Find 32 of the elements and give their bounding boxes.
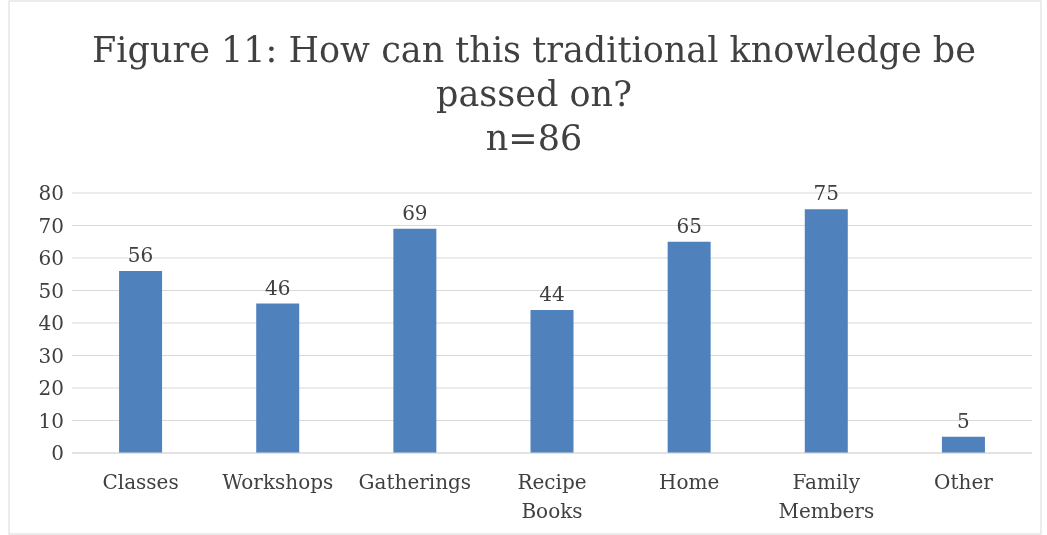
data-label: 56 [127, 243, 154, 267]
bar [119, 271, 163, 453]
bar [530, 310, 574, 453]
data-label: 65 [676, 213, 702, 238]
y-tick-label: 10 [38, 408, 64, 433]
y-tick-label: 20 [38, 376, 64, 400]
data-label: 75 [813, 181, 840, 206]
data-label: 69 [402, 200, 428, 225]
bar [393, 228, 437, 453]
chart-subtitle: n=86 [485, 118, 583, 158]
x-tick-label: Recipe Books [517, 470, 587, 523]
y-tick-label: 70 [38, 213, 64, 238]
x-tick-label: Family Members [778, 470, 875, 523]
chart-title: Figure 11: How can this traditional knowledge be passed on? [92, 30, 976, 114]
bar [256, 303, 300, 453]
x-tick-label: Home [658, 470, 720, 494]
y-tick-label: 40 [38, 311, 64, 335]
y-tick-label: 60 [38, 246, 64, 270]
x-tick-label: Classes [102, 470, 179, 494]
y-tick-label: 30 [38, 343, 64, 368]
x-tick-label: Other [934, 470, 994, 494]
bar [804, 209, 848, 453]
bar [667, 241, 711, 453]
data-label: 46 [264, 275, 291, 300]
y-tick-label: 80 [38, 181, 64, 205]
bar [941, 436, 985, 453]
data-label: 5 [957, 408, 970, 433]
x-tick-label: Workshops [222, 470, 334, 494]
y-tick-label: 50 [38, 278, 64, 303]
data-label: 44 [539, 282, 565, 306]
x-tick-label: Gatherings [358, 470, 472, 494]
y-tick-label: 0 [51, 441, 64, 465]
